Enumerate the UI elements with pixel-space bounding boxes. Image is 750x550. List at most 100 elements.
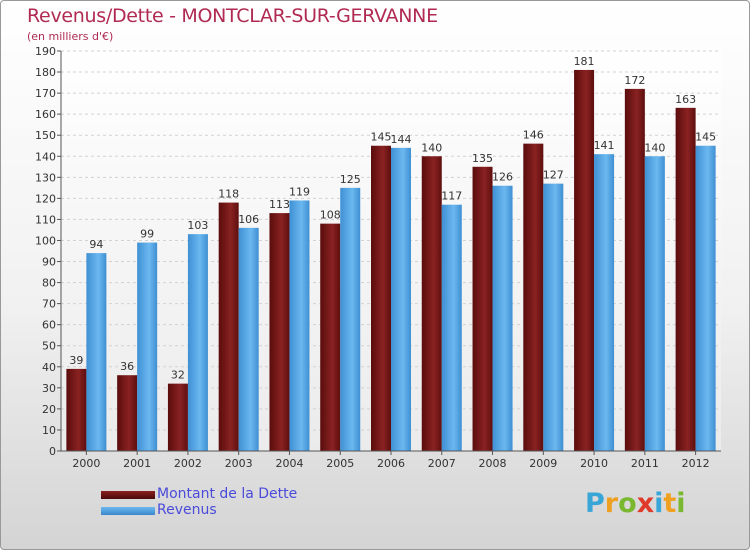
bar-revenus xyxy=(86,253,107,451)
data-label-dette: 181 xyxy=(574,55,595,68)
bar-revenus xyxy=(492,185,513,451)
y-tick-label: 180 xyxy=(35,66,56,79)
x-tick-label: 2000 xyxy=(72,457,100,470)
bar-dette xyxy=(269,213,290,451)
y-tick-label: 190 xyxy=(35,45,56,58)
logo-letter: i xyxy=(654,488,664,519)
x-tick-label: 2007 xyxy=(428,457,456,470)
data-label-dette: 146 xyxy=(523,129,544,142)
data-label-revenus: 106 xyxy=(238,213,259,226)
y-tick-label: 70 xyxy=(42,298,56,311)
bar-revenus xyxy=(391,147,411,451)
data-label-revenus: 125 xyxy=(340,173,361,186)
y-tick-label: 80 xyxy=(42,277,56,290)
data-label-revenus: 127 xyxy=(543,169,564,182)
bar-dette xyxy=(218,202,239,451)
bar-revenus xyxy=(187,234,208,451)
bar-revenus xyxy=(543,183,564,451)
logo-letter: i xyxy=(676,488,686,519)
data-label-dette: 39 xyxy=(69,354,83,367)
x-tick-label: 2003 xyxy=(225,457,253,470)
data-label-revenus: 140 xyxy=(644,141,665,154)
data-label-dette: 135 xyxy=(472,152,493,165)
bar-dette xyxy=(523,143,544,451)
x-tick-label: 2010 xyxy=(580,457,608,470)
bar-revenus xyxy=(340,187,361,451)
logo-letter: P xyxy=(585,488,605,519)
bar-dette xyxy=(675,107,696,451)
data-label-dette: 163 xyxy=(675,93,696,106)
data-label-dette: 36 xyxy=(120,360,134,373)
bar-revenus xyxy=(441,204,462,451)
bar-revenus xyxy=(238,227,259,451)
x-tick-label: 2001 xyxy=(123,457,151,470)
y-tick-label: 150 xyxy=(35,129,56,142)
data-label-dette: 113 xyxy=(269,198,290,211)
bar-dette xyxy=(371,145,391,451)
data-label-revenus: 99 xyxy=(140,228,154,241)
bar-revenus xyxy=(695,145,716,451)
bar-revenus xyxy=(289,200,310,451)
x-tick-label: 2004 xyxy=(275,457,303,470)
axes: 0 10 20 30 40 50 60 70 80 90 100 110 120 130 140 150 160… xyxy=(35,45,721,470)
proxiti-logo: Proxiti xyxy=(585,488,686,519)
data-label-dette: 140 xyxy=(421,141,442,154)
y-tick-label: 50 xyxy=(42,340,56,353)
logo-letter: o xyxy=(618,488,637,519)
x-tick-label: 2008 xyxy=(479,457,507,470)
y-tick-label: 120 xyxy=(35,192,56,205)
logo-letter: t xyxy=(663,488,677,519)
data-label-dette: 108 xyxy=(320,209,341,222)
data-label-dette: 145 xyxy=(371,131,392,144)
data-label-revenus: 103 xyxy=(187,219,208,232)
logo-letter: r xyxy=(604,488,619,519)
y-tick-label: 40 xyxy=(42,361,56,374)
x-tick-label: 2006 xyxy=(377,457,405,470)
logo-letter: x xyxy=(636,488,655,519)
chart-title: Revenus/Dette - MONTCLAR-SUR-GERVANNE xyxy=(27,5,438,27)
bars xyxy=(66,69,716,452)
legend-swatch-revenus xyxy=(101,507,155,515)
data-label-revenus: 94 xyxy=(89,238,103,251)
bar-dette xyxy=(167,383,188,451)
bar-dette xyxy=(624,88,645,451)
legend-label-revenus: Revenus xyxy=(157,502,217,518)
data-label-revenus: 144 xyxy=(391,133,412,146)
bar-dette xyxy=(574,69,595,452)
x-tick-label: 2005 xyxy=(326,457,354,470)
data-label-revenus: 119 xyxy=(289,185,310,198)
bar-revenus xyxy=(644,156,665,451)
bar-dette xyxy=(320,223,341,451)
y-tick-label: 20 xyxy=(42,403,56,416)
y-tick-label: 170 xyxy=(35,87,56,100)
legend-label-dette: Montant de la Dette xyxy=(157,486,298,502)
y-tick-label: 100 xyxy=(35,234,56,247)
y-tick-label: 140 xyxy=(35,150,56,163)
x-tick-label: 2009 xyxy=(529,457,557,470)
x-tick-label: 2012 xyxy=(682,457,710,470)
y-tick-label: 130 xyxy=(35,171,56,184)
data-label-revenus: 145 xyxy=(695,131,716,144)
y-tick-label: 10 xyxy=(42,424,56,437)
y-tick-label: 110 xyxy=(35,213,56,226)
y-tick-label: 90 xyxy=(42,256,56,269)
bar-dette xyxy=(421,156,442,451)
legend-swatch-dette xyxy=(101,491,155,499)
bar-dette xyxy=(472,166,493,451)
data-label-revenus: 141 xyxy=(594,139,615,152)
data-label-dette: 118 xyxy=(218,188,239,201)
data-label-dette: 172 xyxy=(624,74,645,87)
y-tick-label: 160 xyxy=(35,108,56,121)
y-tick-label: 60 xyxy=(42,319,56,332)
x-tick-label: 2002 xyxy=(174,457,202,470)
y-tick-label: 0 xyxy=(49,445,56,458)
chart-subtitle: (en milliers d'€) xyxy=(27,30,114,43)
bar-dette xyxy=(66,368,87,451)
x-tick-label: 2011 xyxy=(631,457,659,470)
data-label-dette: 32 xyxy=(171,369,185,382)
y-tick-label: 30 xyxy=(42,382,56,395)
bar-revenus xyxy=(137,242,158,451)
